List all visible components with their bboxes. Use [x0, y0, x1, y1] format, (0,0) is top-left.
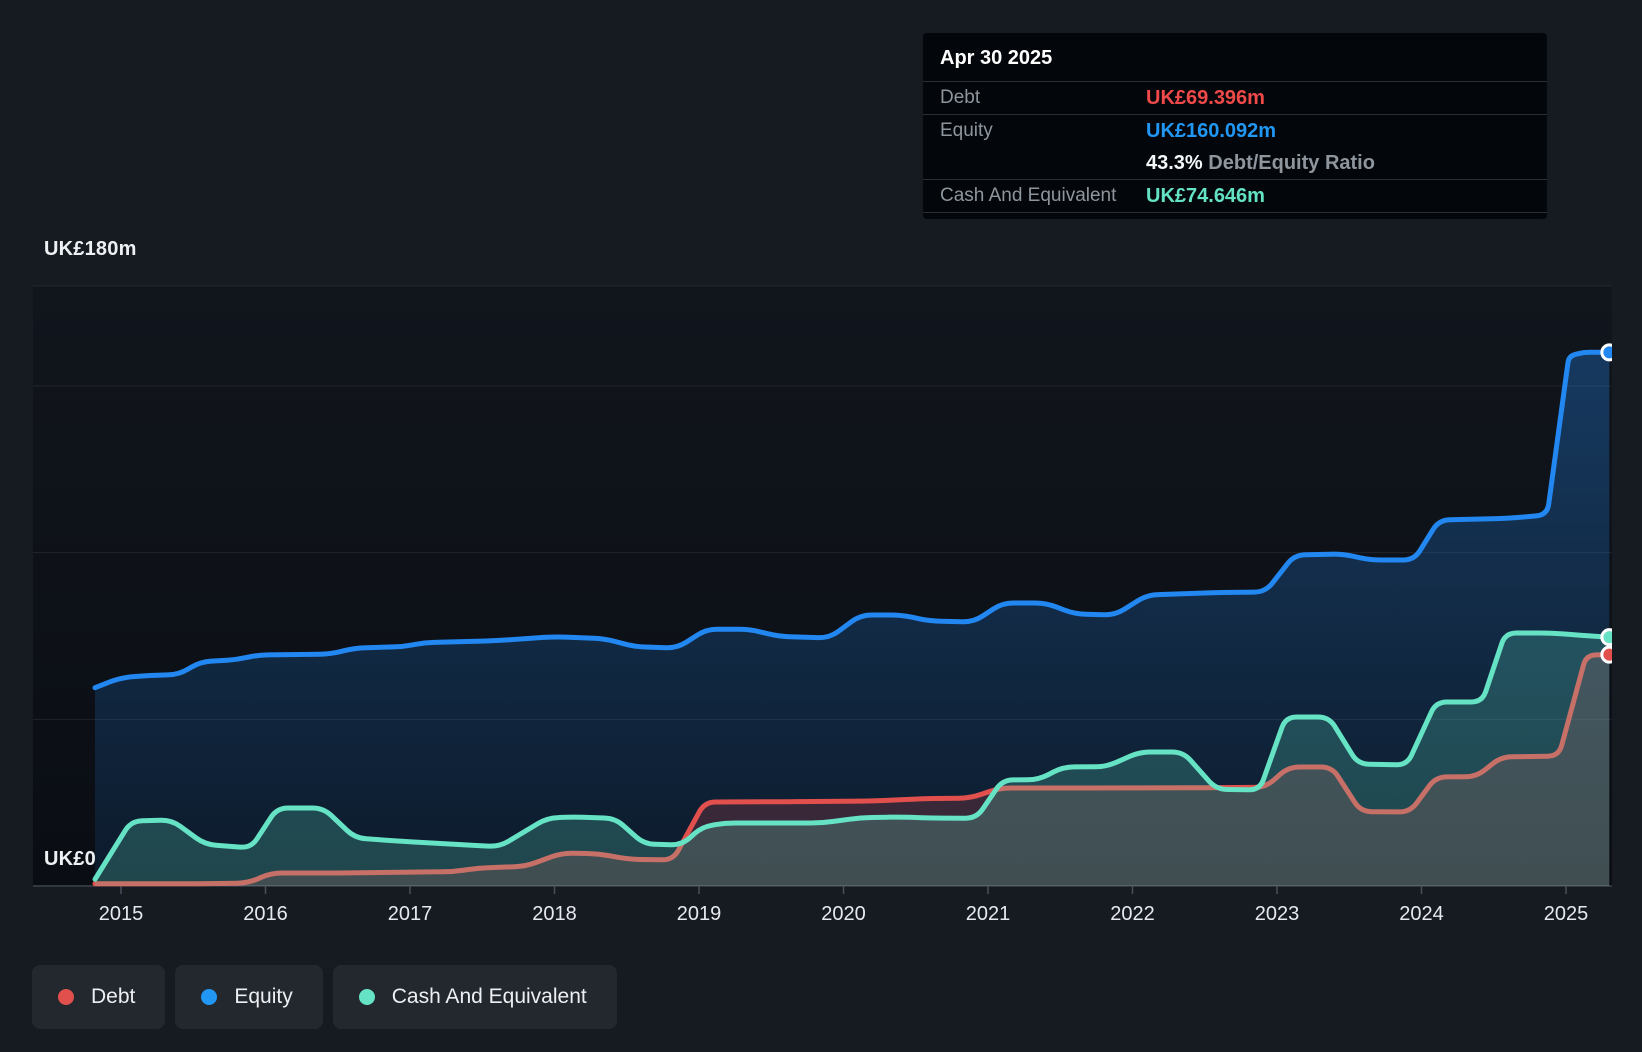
debt-area: [95, 654, 1610, 886]
x-axis-label-2020: 2020: [821, 903, 866, 925]
tooltip-debt-value: UK£69.396m: [1146, 86, 1265, 109]
tooltip: Apr 30 2025 Debt UK£69.396m Equity UK£16…: [923, 33, 1547, 219]
tooltip-debt-label: Debt: [940, 87, 981, 108]
debt-line: [92, 652, 1612, 887]
cash-and-equivalent-line: [92, 630, 1612, 882]
cash-and-equivalent-endpoint-dot: [1600, 628, 1612, 647]
tooltip-ratio: 43.3% Debt/Equity Ratio: [1146, 152, 1375, 175]
tooltip-cash-value: UK£74.646m: [1146, 184, 1265, 207]
tooltip-ratio-value: 43.3%: [1146, 151, 1203, 174]
x-axis-label-2019: 2019: [676, 903, 722, 925]
tooltip-row-cash: Cash And Equivalent UK£74.646m: [923, 179, 1547, 213]
x-axis-label-2024: 2024: [1399, 903, 1444, 925]
equity-endpoint-dot: [1600, 343, 1612, 362]
legend-label-debt: Debt: [91, 985, 136, 1008]
cash-and-equivalent-area: [95, 633, 1610, 886]
tooltip-date: Apr 30 2025: [923, 33, 1547, 82]
tooltip-ratio-label: Debt/Equity Ratio: [1208, 151, 1375, 174]
debt-endpoint-dot: [1600, 645, 1612, 664]
debt-series-dot-icon: [58, 989, 74, 1005]
cash-series-dot-icon: [358, 989, 375, 1005]
x-axis-label-2021: 2021: [965, 903, 1011, 925]
x-axis-label-2015: 2015: [98, 903, 144, 925]
tooltip-row-equity: Equity UK£160.092m: [923, 114, 1547, 147]
x-axis-label-2016: 2016: [243, 903, 288, 925]
legend-item-equity[interactable]: Equity: [175, 965, 323, 1029]
x-axis-label-2022: 2022: [1110, 903, 1155, 925]
tooltip-equity-label: Equity: [940, 120, 993, 141]
x-axis-label-2017: 2017: [387, 903, 433, 925]
tooltip-cash-label: Cash And Equivalent: [940, 185, 1117, 206]
equity-area: [95, 352, 1610, 886]
x-axis-label-2018: 2018: [532, 903, 577, 925]
legend-label-equity: Equity: [234, 985, 293, 1008]
tooltip-row-ratio: 43.3% Debt/Equity Ratio: [923, 147, 1547, 179]
legend-item-cash[interactable]: Cash And Equivalent: [332, 965, 617, 1029]
legend-label-cash: Cash And Equivalent: [391, 985, 587, 1008]
y-axis-label-max: UK£180m: [44, 238, 137, 260]
legend-item-debt[interactable]: Debt: [32, 965, 166, 1029]
y-axis-label-zero: UK£0: [44, 848, 96, 870]
tooltip-row-debt: Debt UK£69.396m: [923, 82, 1547, 114]
equity-line: [92, 349, 1612, 691]
legend: Debt Equity Cash And Equivalent: [32, 965, 617, 1029]
x-axis-label-2025: 2025: [1543, 903, 1589, 925]
x-axis-label-2023: 2023: [1254, 903, 1300, 925]
equity-series-dot-icon: [201, 989, 218, 1005]
tooltip-equity-value: UK£160.092m: [1146, 119, 1277, 142]
